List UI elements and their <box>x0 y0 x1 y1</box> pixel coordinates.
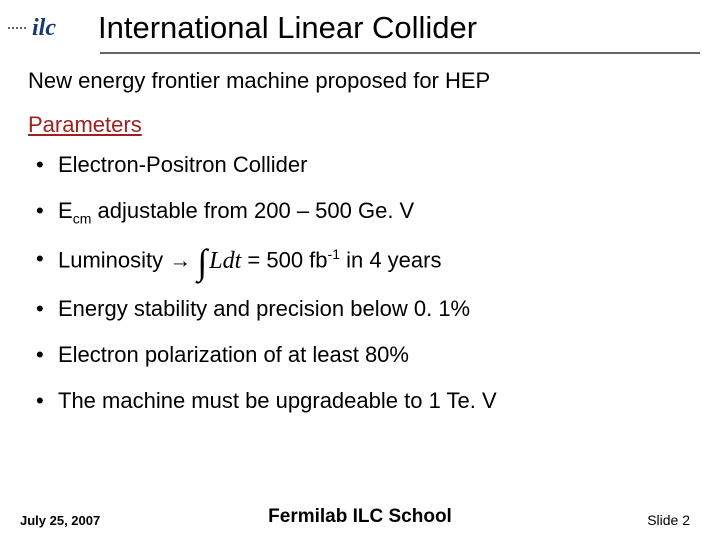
luminosity-eq: = 500 fb <box>241 248 327 273</box>
logo-dots-icon <box>8 27 26 29</box>
slide-title: International Linear Collider <box>98 10 700 46</box>
luminosity-post: in 4 years <box>340 248 442 273</box>
slide-footer: July 25, 2007 Fermilab ILC School Slide … <box>0 512 720 528</box>
luminosity-pre: Luminosity → <box>58 248 197 273</box>
list-item: Energy stability and precision below 0. … <box>36 296 692 322</box>
intro-text: New energy frontier machine proposed for… <box>28 68 692 94</box>
footer-date: July 25, 2007 <box>20 513 100 528</box>
slide-body: New energy frontier machine proposed for… <box>0 54 720 414</box>
footer-slide-number: Slide 2 <box>647 512 690 528</box>
luminosity-sup: -1 <box>328 246 340 262</box>
list-item: Luminosity → ∫Ldt = 500 fb-1 in 4 years <box>36 246 692 276</box>
logo-text: ilc <box>32 15 56 42</box>
list-item: Ecm adjustable from 200 – 500 Ge. V <box>36 198 692 226</box>
logo: ilc <box>8 15 98 42</box>
ecm-subscript: cm <box>73 210 92 226</box>
parameters-list: Electron-Positron Collider Ecm adjustabl… <box>28 152 692 414</box>
section-heading: Parameters <box>28 112 692 138</box>
list-item: Electron polarization of at least 80% <box>36 342 692 368</box>
ecm-pre: E <box>58 198 73 223</box>
slide-header: ilc International Linear Collider <box>0 0 720 46</box>
list-item: The machine must be upgradeable to 1 Te.… <box>36 388 692 414</box>
ecm-post: adjustable from 200 – 500 Ge. V <box>91 198 414 223</box>
integral-icon: ∫Ldt <box>197 248 241 277</box>
footer-center: Fermilab ILC School <box>268 506 452 528</box>
list-item: Electron-Positron Collider <box>36 152 692 178</box>
